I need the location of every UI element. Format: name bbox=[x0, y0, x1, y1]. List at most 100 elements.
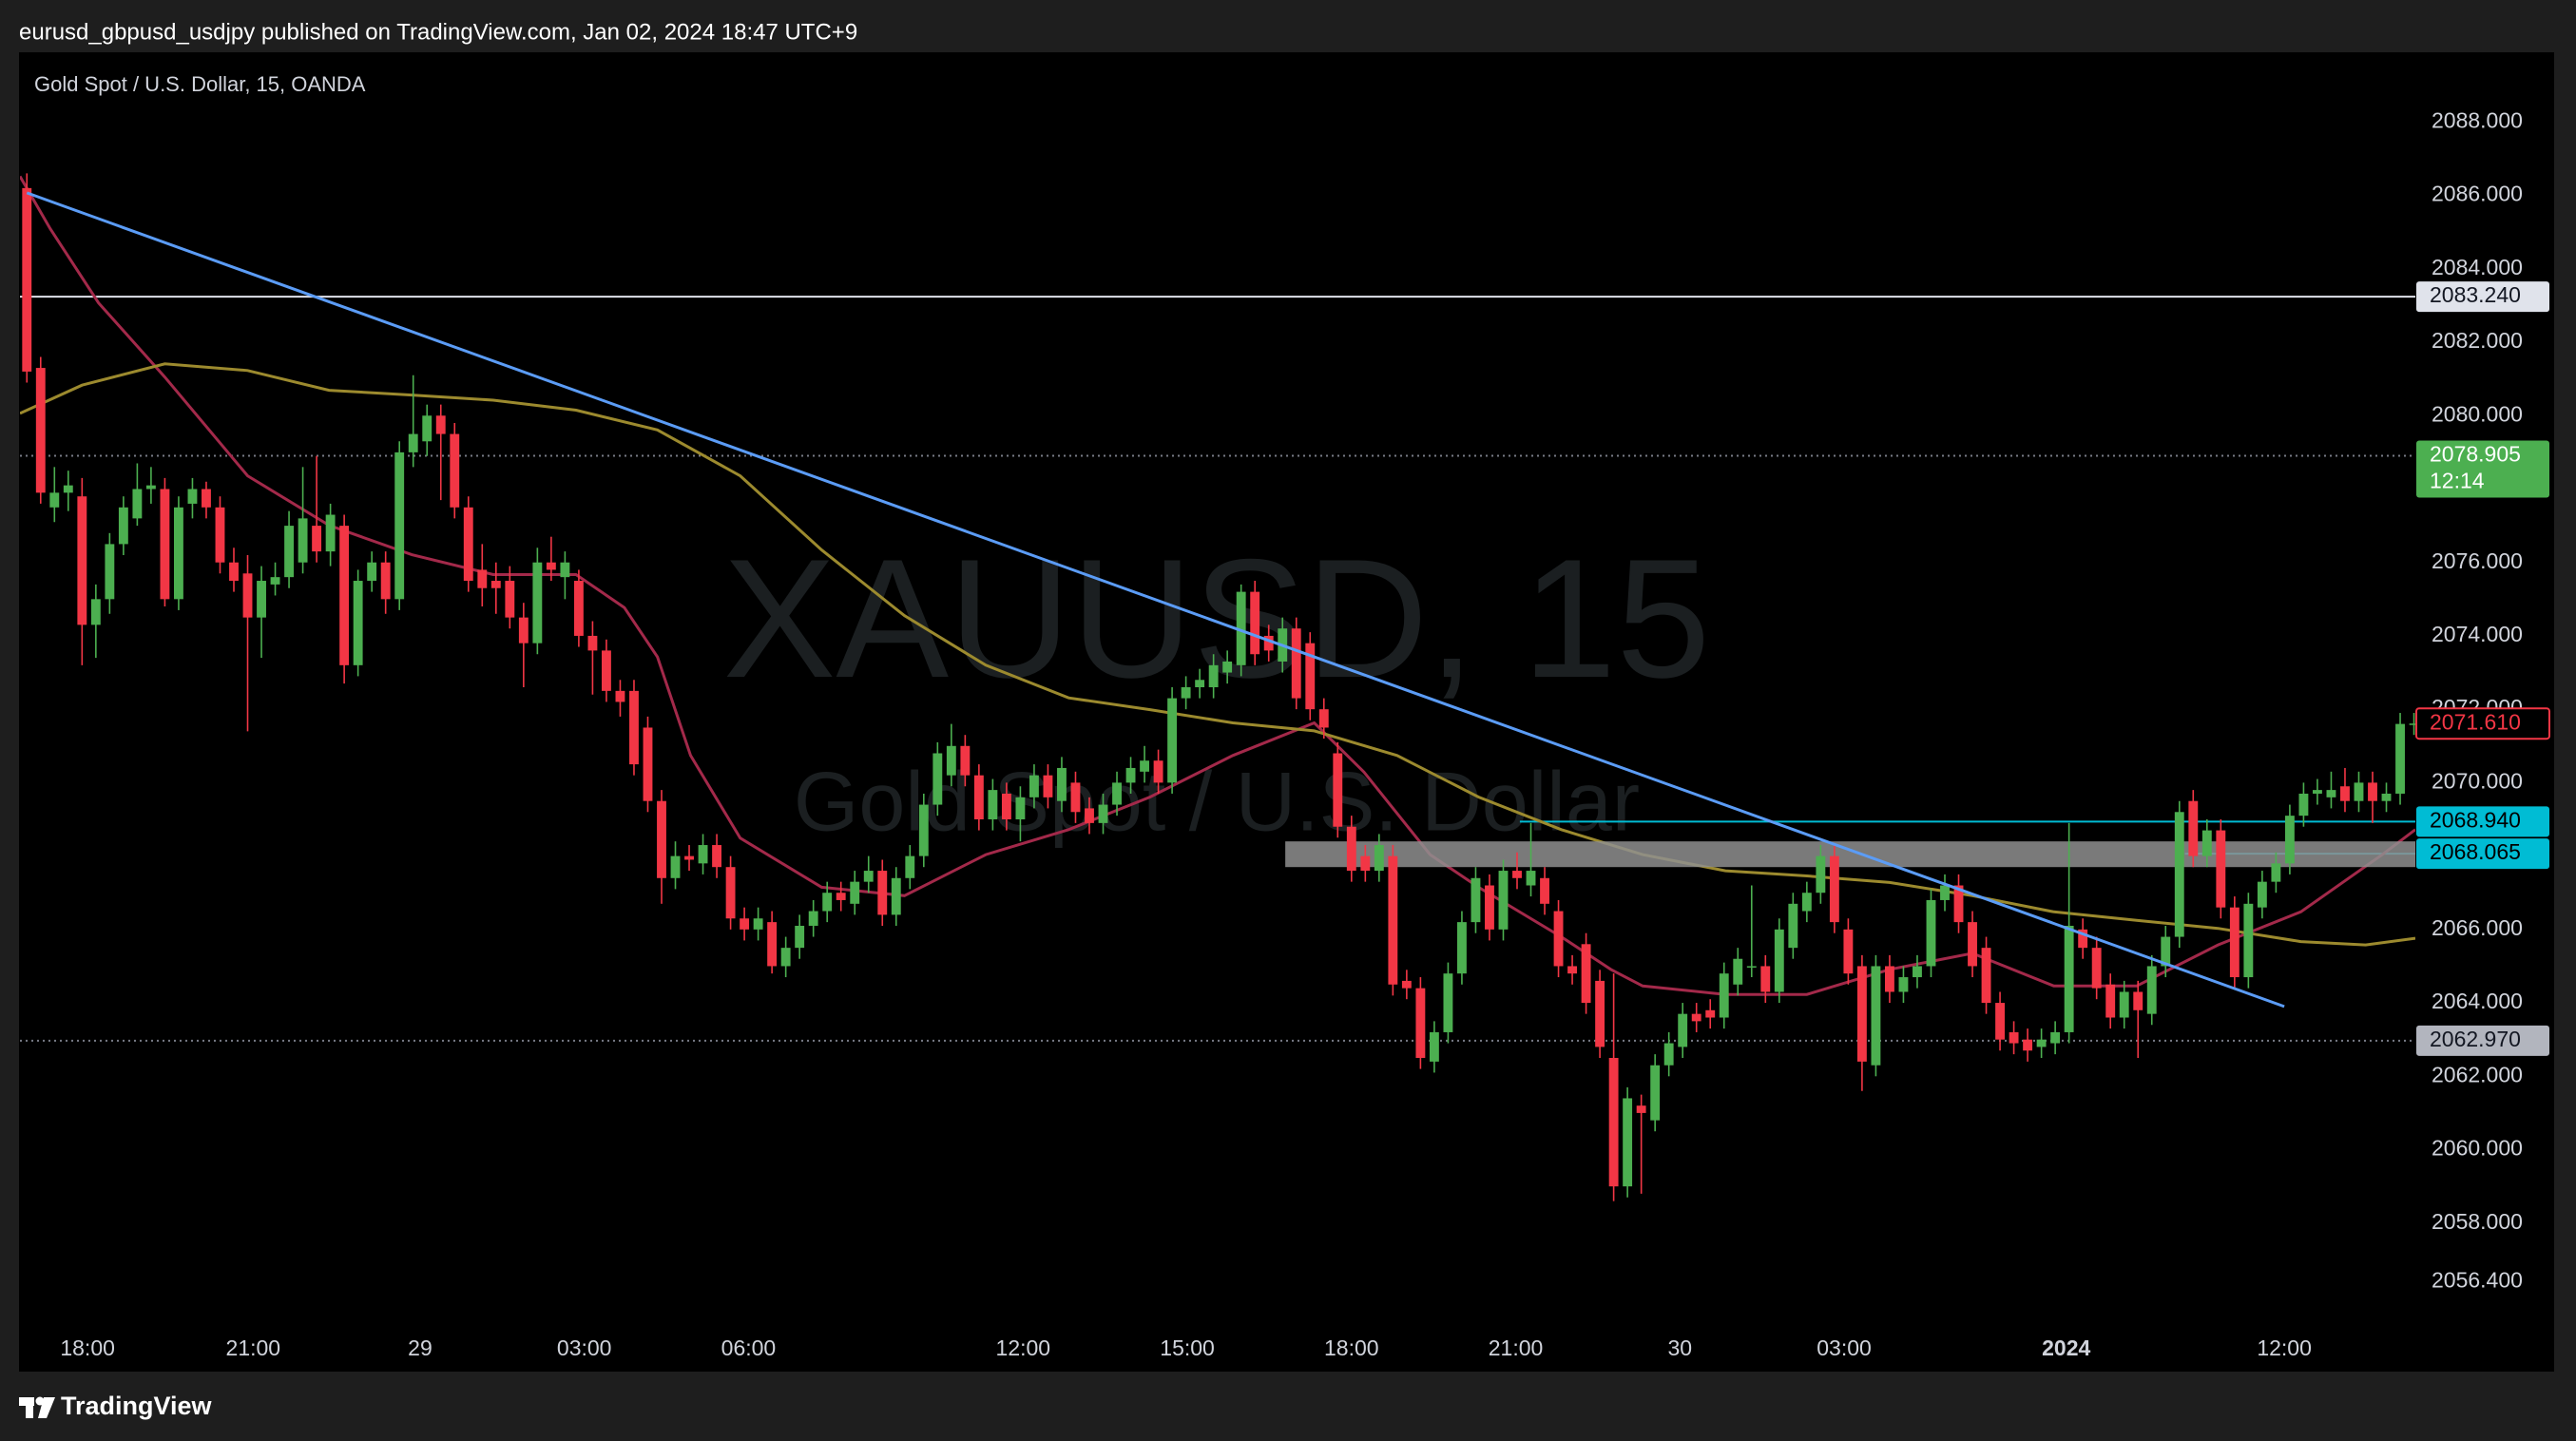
candle-body bbox=[1885, 966, 1894, 992]
candle-body bbox=[1940, 885, 1950, 900]
candle-body bbox=[1485, 885, 1494, 930]
y-tick-label: 2084.000 bbox=[2432, 255, 2523, 279]
candle-body bbox=[1415, 988, 1426, 1058]
candle-body bbox=[2284, 816, 2295, 864]
candle-body bbox=[1043, 775, 1053, 797]
candle-body bbox=[380, 562, 391, 600]
candle-body bbox=[836, 893, 846, 900]
candle-body bbox=[1305, 643, 1316, 710]
candle-body bbox=[2326, 790, 2336, 797]
candle-body bbox=[2243, 903, 2254, 978]
candle-body bbox=[1374, 845, 1384, 872]
candle-body bbox=[808, 911, 818, 926]
candle-body bbox=[2091, 948, 2102, 989]
candle-body bbox=[422, 415, 433, 442]
candle-body bbox=[1291, 628, 1301, 699]
candle-body bbox=[1691, 1013, 1701, 1022]
chart-panel bbox=[19, 52, 2554, 1372]
candle-body bbox=[905, 855, 915, 878]
candle-body bbox=[270, 577, 280, 585]
x-tick-label: 18:00 bbox=[60, 1335, 115, 1360]
candle-body bbox=[2201, 830, 2212, 856]
candle-body bbox=[712, 845, 721, 868]
y-tick-label: 2070.000 bbox=[2432, 768, 2523, 793]
candle-body bbox=[2188, 800, 2199, 856]
brand: TradingView bbox=[61, 1392, 213, 1420]
candle-body bbox=[132, 489, 143, 519]
candle-body bbox=[877, 871, 888, 915]
candle-body bbox=[822, 893, 833, 912]
price-tag bbox=[2416, 806, 2549, 837]
candle-body bbox=[602, 650, 611, 691]
x-tick-label: 15:00 bbox=[1160, 1335, 1215, 1360]
candle-body bbox=[1471, 877, 1481, 923]
y-tick-label: 2064.000 bbox=[2432, 989, 2523, 1013]
candle-body bbox=[2161, 936, 2171, 967]
y-tick-label: 2066.000 bbox=[2432, 915, 2523, 940]
candle-body bbox=[918, 804, 929, 856]
candle-body bbox=[2105, 984, 2116, 1018]
candle-body bbox=[1760, 966, 1771, 992]
candle-body bbox=[1816, 855, 1826, 893]
candle-body bbox=[1623, 1098, 1633, 1187]
candle-body bbox=[1360, 855, 1371, 872]
candle-body bbox=[77, 496, 87, 625]
candle-body bbox=[394, 452, 405, 600]
candle-body bbox=[1181, 687, 1191, 699]
candle-body bbox=[1913, 966, 1922, 978]
candle-body bbox=[463, 507, 473, 582]
candle-body bbox=[946, 745, 956, 776]
axes: 2056.400 2058.000 2060.000 2062.000 2064.000… bbox=[60, 107, 2550, 1360]
candle-body bbox=[2078, 929, 2088, 949]
candle-body bbox=[863, 871, 874, 882]
candle-body bbox=[49, 492, 60, 508]
candle-body bbox=[2133, 991, 2143, 1010]
candle-body bbox=[1512, 871, 1522, 878]
candle-body bbox=[215, 507, 225, 563]
candle-body bbox=[753, 918, 763, 930]
candle-body bbox=[1705, 1009, 1716, 1018]
candle-body bbox=[2146, 966, 2157, 1014]
candle-body bbox=[1001, 793, 1011, 820]
x-tick-label: 2024 bbox=[2042, 1335, 2090, 1360]
candle-body bbox=[1263, 635, 1274, 651]
price-tag-label: 2062.970 bbox=[2430, 1027, 2521, 1051]
candle-body bbox=[1540, 877, 1549, 904]
candle-body bbox=[284, 526, 294, 578]
candle-body bbox=[187, 489, 198, 504]
candle-body bbox=[1678, 1013, 1688, 1047]
candle-body bbox=[2313, 790, 2322, 794]
candle-body bbox=[353, 581, 363, 665]
candle-body bbox=[2409, 723, 2415, 725]
candle-body bbox=[1553, 911, 1564, 967]
candle-body bbox=[118, 507, 128, 545]
candle-body bbox=[973, 775, 984, 820]
y-tick-label: 2060.000 bbox=[2432, 1136, 2523, 1161]
candle-body bbox=[740, 918, 750, 930]
candle-body bbox=[2368, 782, 2377, 801]
candle-body bbox=[573, 581, 584, 636]
candle-body bbox=[1663, 1043, 1674, 1066]
candle-body bbox=[684, 855, 694, 860]
candle-body bbox=[780, 948, 791, 967]
candle-body bbox=[1098, 804, 1108, 823]
publish-header: eurusd_gbpusd_usdjpy published on Tradin… bbox=[19, 19, 857, 45]
price-tag bbox=[2416, 1025, 2549, 1056]
candle-body bbox=[1719, 973, 1729, 1018]
candle-body bbox=[960, 745, 971, 776]
candle-body bbox=[257, 581, 266, 618]
y-tick-label: 2074.000 bbox=[2432, 622, 2523, 646]
candle-body bbox=[1595, 980, 1605, 1047]
x-tick-label: 03:00 bbox=[557, 1335, 612, 1360]
x-tick-label: 12:00 bbox=[2257, 1335, 2312, 1360]
candle-body bbox=[1498, 871, 1509, 930]
candle-body bbox=[1153, 760, 1163, 783]
candle-body bbox=[242, 573, 253, 618]
candle-body bbox=[202, 489, 211, 508]
candle-body bbox=[1388, 855, 1398, 985]
candle-body bbox=[643, 727, 653, 801]
candle-body bbox=[1746, 966, 1757, 968]
candle-body bbox=[518, 617, 529, 644]
